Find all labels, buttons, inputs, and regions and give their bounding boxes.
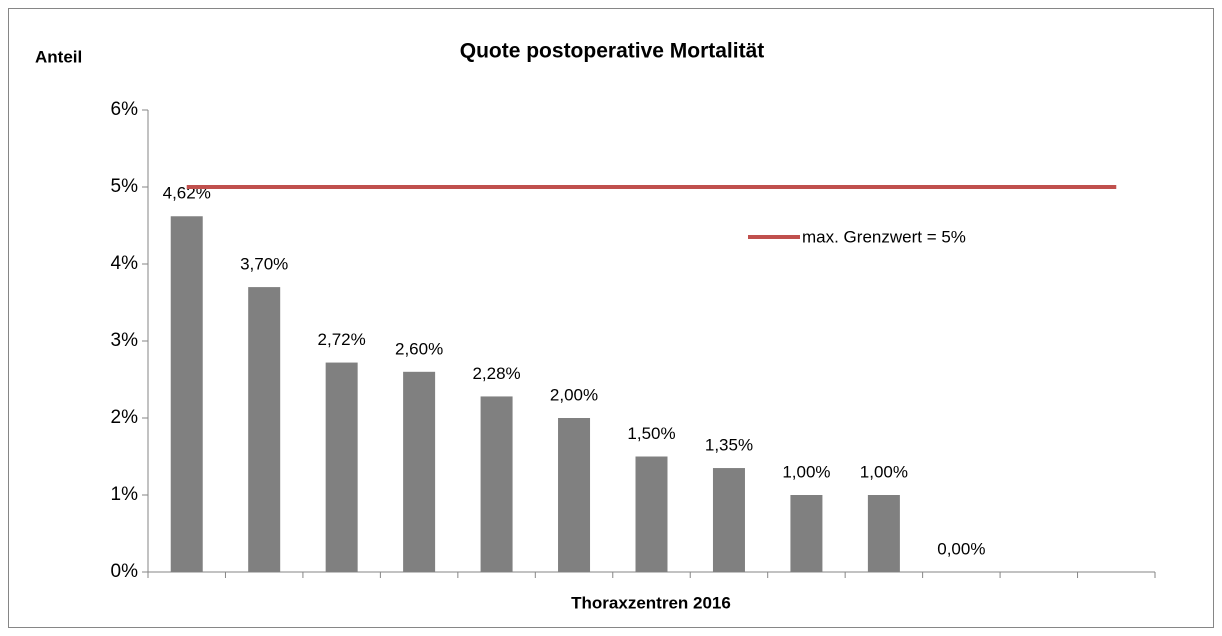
data-label: 3,70% xyxy=(240,255,288,274)
chart-title: Quote postoperative Mortalität xyxy=(460,40,765,63)
legend-label: max. Grenzwert = 5% xyxy=(802,227,966,246)
y-axis-label: Anteil xyxy=(35,47,82,66)
bar xyxy=(867,495,900,572)
y-tick-label: 3% xyxy=(111,330,139,351)
bar xyxy=(170,216,203,572)
bar xyxy=(558,418,591,572)
data-label: 0,00% xyxy=(937,539,985,558)
bar xyxy=(790,495,823,572)
data-label: 1,35% xyxy=(705,436,753,455)
data-label: 2,00% xyxy=(550,385,598,404)
bar xyxy=(712,468,745,572)
data-label: 1,00% xyxy=(860,462,908,481)
y-tick-label: 4% xyxy=(111,253,139,274)
data-label: 2,28% xyxy=(472,364,520,383)
bar xyxy=(635,456,668,572)
chart-frame xyxy=(8,8,1214,628)
y-tick-label: 1% xyxy=(111,484,139,505)
bar xyxy=(480,396,513,572)
data-label: 2,72% xyxy=(318,330,366,349)
bar xyxy=(403,371,436,572)
bar xyxy=(325,362,358,572)
data-label: 1,50% xyxy=(627,424,675,443)
data-label: 2,60% xyxy=(395,339,443,358)
x-axis-label: Thoraxzentren 2016 xyxy=(571,593,731,612)
y-tick-label: 2% xyxy=(111,407,139,428)
bar xyxy=(248,287,281,572)
y-tick-label: 0% xyxy=(111,561,139,582)
y-tick-label: 5% xyxy=(111,176,139,197)
data-label: 1,00% xyxy=(782,462,830,481)
y-tick-label: 6% xyxy=(111,99,139,120)
